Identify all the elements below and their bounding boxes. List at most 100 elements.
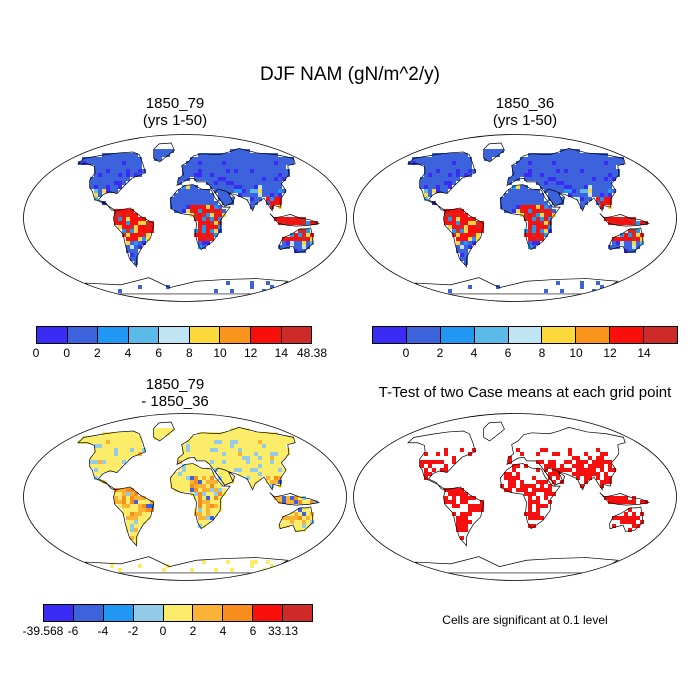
map-cell xyxy=(214,201,218,205)
map-cell xyxy=(596,185,600,189)
map-cell xyxy=(122,221,126,225)
map-cell xyxy=(512,197,516,201)
map-cell xyxy=(178,189,182,193)
map-cell xyxy=(238,181,242,185)
map-cell xyxy=(640,221,644,225)
map-cell xyxy=(246,432,250,436)
map-cell xyxy=(82,440,86,444)
map-cell xyxy=(424,173,428,177)
map-cell xyxy=(460,448,464,452)
map-cell xyxy=(420,161,424,165)
map-cell xyxy=(258,189,262,193)
map-cell xyxy=(536,500,540,504)
map-cell xyxy=(464,225,468,229)
map-cell xyxy=(250,193,254,197)
colorbar-tick-label: -2 xyxy=(127,624,139,638)
map-cell xyxy=(294,245,298,249)
map-cell xyxy=(464,500,468,504)
map-cell xyxy=(134,221,138,225)
map-cell xyxy=(476,225,480,229)
map-cell xyxy=(234,189,238,193)
map-cell xyxy=(306,524,310,528)
map-cell xyxy=(532,209,536,213)
map-cell xyxy=(596,464,600,468)
map-cell xyxy=(532,524,536,528)
map-cell xyxy=(568,448,572,452)
map-cell xyxy=(424,197,428,201)
map-cell xyxy=(472,169,476,173)
map-cell xyxy=(262,177,266,181)
map-cell xyxy=(266,181,270,185)
map-cell xyxy=(628,508,632,512)
map-cell xyxy=(102,161,106,165)
map-cell xyxy=(624,512,628,516)
map-cell xyxy=(436,153,440,157)
map-cell xyxy=(194,201,198,205)
map-cell xyxy=(206,432,210,436)
map-cell xyxy=(182,205,186,209)
map-cell xyxy=(604,460,608,464)
map-cell xyxy=(548,464,552,468)
map-cell xyxy=(484,153,488,157)
map-cell xyxy=(118,221,122,225)
map-cell xyxy=(210,504,214,508)
map-cell xyxy=(306,221,310,225)
map-cell xyxy=(624,233,628,237)
map-cell xyxy=(416,161,420,165)
map-cell xyxy=(278,177,282,181)
map-cell xyxy=(448,213,452,217)
map-cell xyxy=(532,233,536,237)
map-cell xyxy=(214,173,218,177)
colorbar-swatch xyxy=(44,605,74,621)
map-cell xyxy=(536,229,540,233)
map-cell xyxy=(138,524,142,528)
map-cell xyxy=(612,237,616,241)
map-cell xyxy=(452,460,456,464)
map-cell xyxy=(274,472,278,476)
map-cell xyxy=(218,165,222,169)
map-cell xyxy=(106,153,110,157)
map-cell xyxy=(126,209,130,213)
map-cell xyxy=(174,205,178,209)
map-cell xyxy=(306,233,310,237)
map-cell xyxy=(246,193,250,197)
map-cell xyxy=(182,480,186,484)
map-cell xyxy=(576,193,580,197)
map-cell xyxy=(528,169,532,173)
map-cell xyxy=(556,476,560,480)
coastline-antarctica xyxy=(415,277,619,295)
map-cell xyxy=(528,161,532,165)
map-cell xyxy=(126,217,130,221)
coastline-africa xyxy=(499,463,561,530)
map-cell xyxy=(218,444,222,448)
map-cell xyxy=(186,448,190,452)
map-cell xyxy=(138,169,142,173)
map-cell xyxy=(274,460,278,464)
map-cell xyxy=(202,205,206,209)
map-cell xyxy=(624,249,628,253)
map-cell xyxy=(274,496,278,500)
map-cell xyxy=(452,165,456,169)
map-cell xyxy=(560,173,564,177)
colorbar-swatch xyxy=(223,605,254,621)
map-cell xyxy=(604,169,608,173)
map-cell xyxy=(624,496,628,500)
map-cell xyxy=(214,484,218,488)
map-cell xyxy=(142,448,146,452)
map-cell xyxy=(516,209,520,213)
map-cell xyxy=(532,201,536,205)
map-cell xyxy=(246,181,250,185)
map-cell xyxy=(122,432,126,436)
map-cell xyxy=(114,181,118,185)
map-cell xyxy=(544,480,548,484)
map-cell xyxy=(210,193,214,197)
map-cell xyxy=(568,153,572,157)
map-cell xyxy=(436,177,440,181)
map-cell xyxy=(198,476,202,480)
map-cell xyxy=(282,452,286,456)
map-cell xyxy=(202,165,206,169)
map-cell xyxy=(226,476,230,480)
map-cell xyxy=(246,452,250,456)
map-cell xyxy=(556,177,560,181)
map-cell xyxy=(262,436,266,440)
